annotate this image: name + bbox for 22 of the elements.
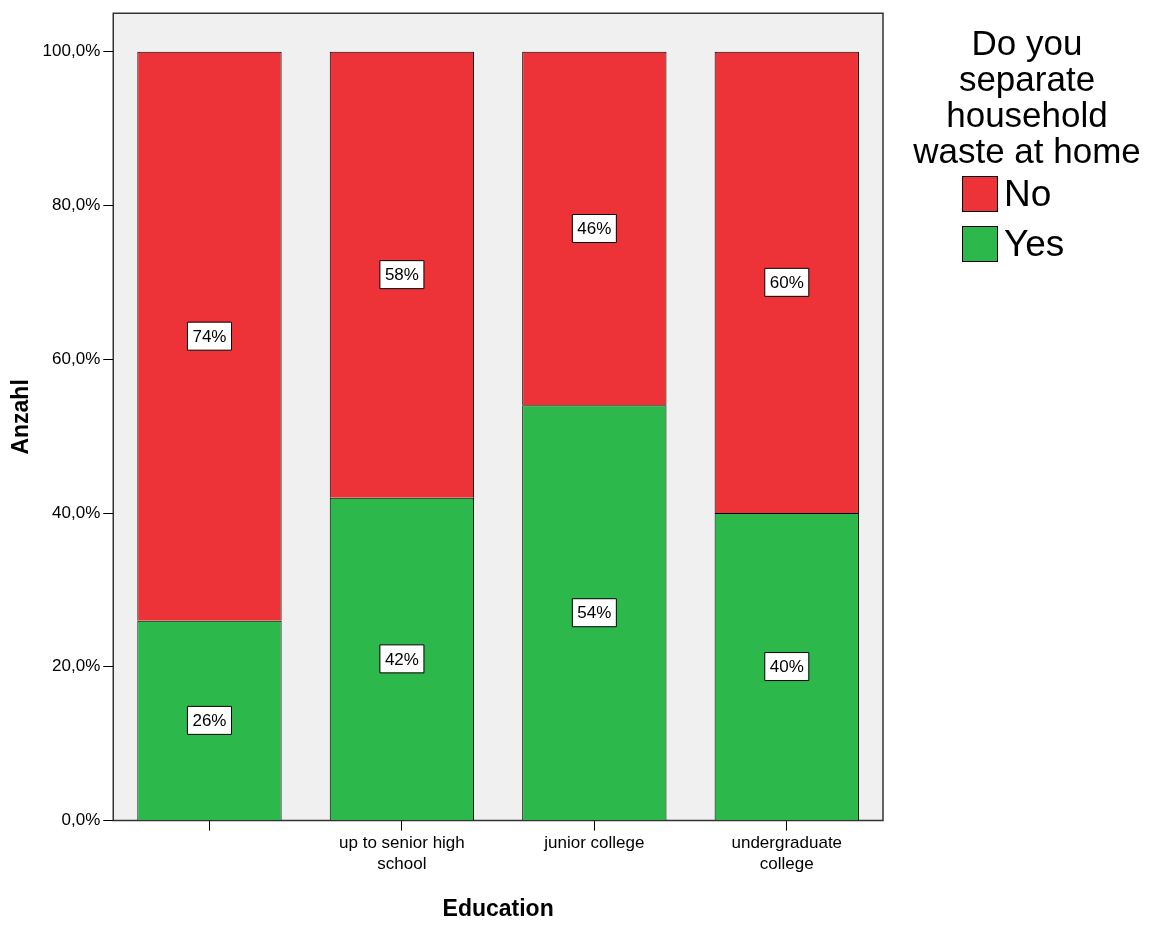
data-label: 46% <box>577 219 612 239</box>
x-axis-title: Education <box>442 894 554 921</box>
x-tick-label: junior college <box>543 833 645 853</box>
data-label: 40% <box>769 657 804 677</box>
data-label: 42% <box>384 649 419 669</box>
y-tick-label: 60,0% <box>52 348 101 368</box>
data-label: 54% <box>577 603 612 623</box>
data-label: 26% <box>192 711 227 731</box>
y-tick-label: 100,0% <box>42 41 101 61</box>
data-label: 60% <box>769 273 804 293</box>
data-label: 74% <box>192 326 227 346</box>
y-axis-title: Anzahl <box>7 379 34 455</box>
x-tick-label: undergraduate college <box>731 833 843 873</box>
y-tick-label: 80,0% <box>52 195 101 215</box>
data-label: 58% <box>384 265 419 285</box>
x-tick-label: up to senior high school <box>339 833 465 873</box>
y-tick-label: 40,0% <box>52 502 101 522</box>
y-tick-label: 20,0% <box>52 656 101 676</box>
legend-title: Do you separate household waste at home <box>912 23 1142 170</box>
text: No <box>1004 173 1052 215</box>
y-tick-label: 0,0% <box>61 810 101 830</box>
legend-label: Yes <box>1004 223 1065 265</box>
